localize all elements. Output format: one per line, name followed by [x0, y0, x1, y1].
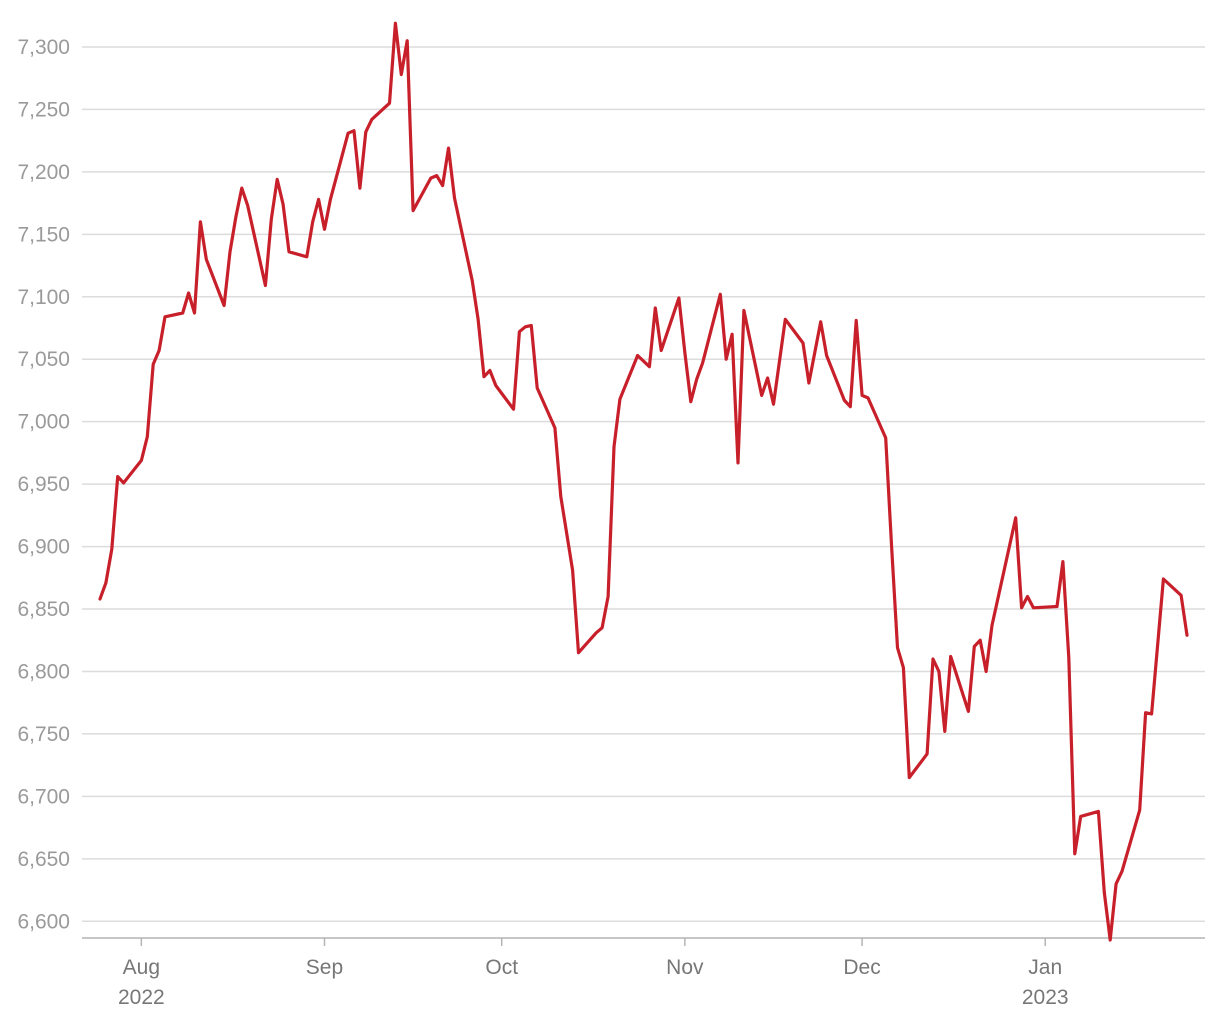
y-tick-label: 6,650	[17, 848, 70, 871]
x-tick-label: Aug	[123, 956, 160, 979]
y-tick-label: 6,800	[17, 660, 70, 683]
x-tick-label: Oct	[485, 956, 518, 979]
y-tick-label: 7,200	[17, 161, 70, 184]
x-tick-year-label: 2022	[118, 986, 165, 1009]
x-tick-label: Dec	[843, 956, 880, 979]
y-tick-label: 6,850	[17, 598, 70, 621]
y-tick-label: 6,600	[17, 910, 70, 933]
x-tick-label: Sep	[306, 956, 343, 979]
x-tick-year-label: 2023	[1022, 986, 1069, 1009]
x-tick-label: Jan	[1028, 956, 1062, 979]
y-tick-label: 7,050	[17, 348, 70, 371]
y-axis-tick-labels: 6,600 6,650 6,700 6,750 6,800 6,850 6,900 6,950…	[17, 36, 70, 933]
y-tick-label: 6,700	[17, 785, 70, 808]
x-axis-ticks: Aug 2022 Sep Oct Nov Dec Jan 2023	[118, 938, 1069, 1009]
y-tick-label: 6,750	[17, 723, 70, 746]
y-tick-label: 7,250	[17, 98, 70, 121]
y-tick-label: 7,150	[17, 223, 70, 246]
y-tick-label: 6,950	[17, 473, 70, 496]
x-tick-label: Nov	[666, 956, 704, 979]
series-layer	[98, 21, 1189, 942]
y-tick-label: 7,100	[17, 286, 70, 309]
y-tick-label: 6,900	[17, 536, 70, 559]
series-line-0	[98, 21, 1189, 942]
y-tick-label: 7,300	[17, 36, 70, 59]
gridlines	[82, 46, 1205, 923]
y-tick-label: 7,000	[17, 411, 70, 434]
